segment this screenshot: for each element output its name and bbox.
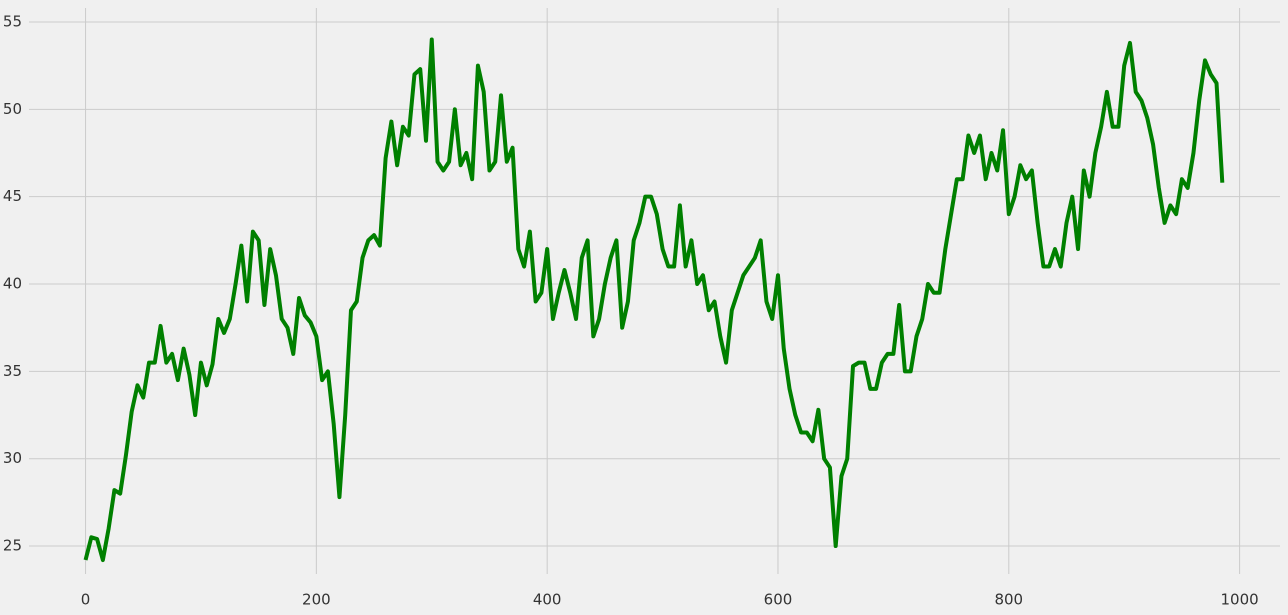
y-tick-label: 35 xyxy=(3,362,22,380)
y-tick-label: 30 xyxy=(3,449,22,467)
y-tick-label: 25 xyxy=(3,537,22,555)
x-tick-label: 400 xyxy=(533,591,562,609)
y-tick-label: 45 xyxy=(3,187,22,205)
x-tick-label: 1000 xyxy=(1221,591,1259,609)
y-tick-label: 55 xyxy=(3,12,22,30)
x-tick-label: 200 xyxy=(302,591,331,609)
x-tick-label: 0 xyxy=(81,591,91,609)
x-tick-label: 600 xyxy=(764,591,793,609)
y-tick-label: 40 xyxy=(3,275,22,293)
y-tick-label: 50 xyxy=(3,100,22,118)
x-tick-label: 800 xyxy=(994,591,1023,609)
line xyxy=(83,37,1225,563)
